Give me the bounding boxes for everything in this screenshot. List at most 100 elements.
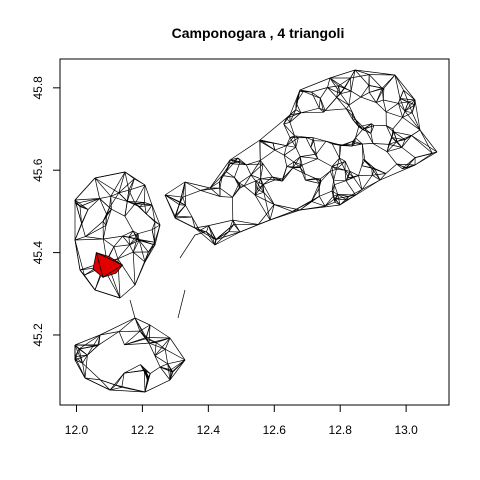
mesh-edge bbox=[294, 135, 297, 148]
mesh-edge bbox=[385, 125, 393, 138]
mesh-edge bbox=[208, 225, 216, 240]
mesh-edge bbox=[232, 220, 235, 225]
mesh-edge bbox=[283, 155, 288, 167]
mesh-edge bbox=[362, 143, 374, 145]
mesh-edge bbox=[228, 219, 234, 232]
mesh-edge bbox=[347, 171, 351, 178]
mesh-edge bbox=[351, 143, 363, 147]
mesh-edge bbox=[81, 209, 89, 224]
mesh-edge bbox=[179, 234, 196, 259]
mesh-edge bbox=[150, 366, 161, 374]
x-tick-label: 13.0 bbox=[394, 423, 418, 437]
y-tick-label: 45.8 bbox=[31, 76, 45, 100]
mesh-edge bbox=[360, 92, 370, 98]
mesh-edge bbox=[345, 175, 359, 182]
mesh-boundary bbox=[174, 217, 196, 229]
mesh-edge bbox=[396, 163, 403, 169]
mesh-edge bbox=[124, 337, 147, 346]
mesh-edge bbox=[175, 215, 193, 218]
mesh-edge bbox=[113, 244, 130, 248]
mesh-edge bbox=[128, 190, 136, 204]
mesh-edge bbox=[368, 85, 384, 89]
mesh-edge bbox=[257, 204, 275, 225]
mesh-edge bbox=[209, 175, 223, 189]
mesh-boundary bbox=[379, 164, 416, 181]
mesh-edge bbox=[263, 192, 275, 205]
mesh-edge bbox=[372, 174, 381, 181]
mesh-edge bbox=[283, 154, 295, 163]
mesh-edge bbox=[164, 337, 171, 350]
highlight-triangle bbox=[102, 264, 123, 278]
mesh-edge bbox=[334, 196, 349, 200]
mesh-edge bbox=[329, 77, 345, 89]
mesh-edge bbox=[398, 103, 403, 118]
mesh-edge bbox=[179, 197, 184, 203]
mesh-edge bbox=[346, 108, 356, 120]
mesh-edge bbox=[286, 117, 291, 123]
mesh-edge bbox=[299, 167, 306, 181]
mesh-edge bbox=[294, 135, 299, 139]
mesh-edge bbox=[310, 137, 314, 148]
mesh-edge bbox=[337, 194, 356, 196]
mesh-boundary bbox=[154, 224, 161, 246]
mesh-edge bbox=[117, 244, 130, 260]
mesh-edge bbox=[85, 236, 104, 240]
mesh-edge bbox=[292, 195, 320, 212]
mesh-edge bbox=[184, 181, 201, 191]
mesh-edge bbox=[136, 238, 156, 246]
mesh-edge bbox=[159, 363, 168, 368]
mesh-boundary bbox=[259, 114, 291, 141]
mesh-edge bbox=[318, 98, 321, 109]
mesh-edge bbox=[419, 129, 433, 154]
mesh-edge bbox=[222, 175, 235, 178]
mesh-edge bbox=[310, 147, 317, 155]
mesh-edge bbox=[167, 363, 171, 381]
mesh-edge bbox=[396, 163, 407, 169]
mesh-edge bbox=[144, 202, 147, 214]
mesh-edge bbox=[299, 90, 312, 93]
mesh-edge bbox=[167, 359, 186, 365]
mesh-edge bbox=[260, 178, 265, 193]
mesh-edge bbox=[401, 147, 416, 158]
mesh-edge bbox=[182, 197, 186, 206]
mesh-edge bbox=[355, 119, 363, 130]
mesh-edge bbox=[362, 125, 375, 130]
mesh-edge bbox=[325, 140, 341, 146]
mesh-edge bbox=[219, 171, 227, 183]
mesh-edge bbox=[411, 104, 416, 113]
mesh-edge bbox=[358, 123, 372, 128]
mesh-edge bbox=[250, 174, 261, 180]
mesh-edge bbox=[171, 359, 186, 373]
mesh-edge bbox=[74, 359, 83, 364]
mesh-edge bbox=[283, 145, 287, 156]
mesh-edge bbox=[374, 168, 381, 181]
mesh-edge bbox=[115, 372, 125, 386]
mesh-edge bbox=[87, 344, 100, 356]
mesh-edge bbox=[274, 178, 283, 181]
mesh-edge bbox=[139, 324, 151, 332]
mesh-edge bbox=[151, 221, 156, 230]
mesh-edge bbox=[151, 204, 156, 223]
mesh-edge bbox=[239, 174, 252, 184]
mesh-edge bbox=[243, 185, 256, 196]
mesh-edge bbox=[364, 159, 375, 169]
triangle-mesh bbox=[74, 69, 438, 393]
mesh-edge bbox=[140, 364, 149, 379]
mesh-boundary bbox=[214, 231, 241, 246]
mesh-edge bbox=[393, 131, 412, 136]
mesh-edge bbox=[74, 356, 83, 364]
mesh-edge bbox=[386, 137, 393, 152]
mesh-edge bbox=[118, 331, 125, 345]
mesh-edge bbox=[348, 96, 361, 106]
mesh-edge bbox=[118, 171, 126, 193]
mesh-edge bbox=[300, 107, 320, 114]
mesh-edge bbox=[164, 349, 169, 364]
mesh-edge bbox=[260, 149, 276, 161]
mesh-boundary bbox=[299, 204, 341, 211]
mesh-edge bbox=[98, 331, 120, 346]
mesh-edge bbox=[303, 91, 321, 99]
mesh-edge bbox=[386, 147, 402, 153]
mesh-edge bbox=[334, 198, 347, 201]
mesh-edge bbox=[199, 230, 207, 233]
mesh-edge bbox=[78, 344, 99, 350]
